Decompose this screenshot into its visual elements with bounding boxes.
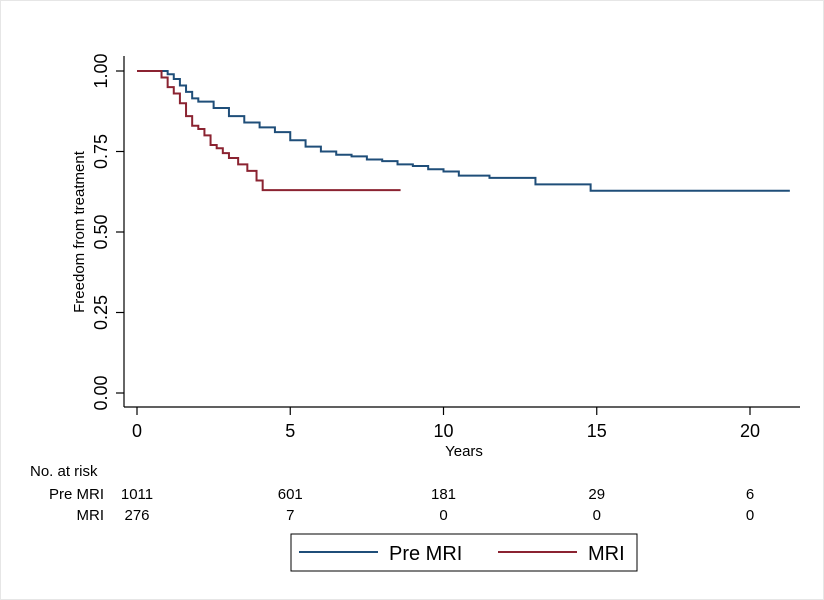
risk-count: 0 <box>746 507 754 524</box>
y-tick-label: 1.00 <box>91 53 111 88</box>
y-axis-title: Freedom from treatment <box>71 150 88 313</box>
x-axis-title: Years <box>445 443 483 460</box>
risk-count: 29 <box>588 486 605 503</box>
legend-label-mri: MRI <box>588 543 625 565</box>
y-ticks: 0.00 0.25 0.50 0.75 1.00 <box>91 53 124 411</box>
x-ticks: 0 5 10 15 20 <box>132 407 760 441</box>
x-tick-label: 5 <box>285 421 295 441</box>
curve-mri <box>137 70 401 192</box>
risk-table-title: No. at risk <box>30 463 98 480</box>
y-tick-label: 0.00 <box>91 375 111 410</box>
risk-table-rows: Pre MRI 1011 601 181 29 6 MRI 276 7 0 0 0 <box>49 486 754 524</box>
x-tick-label: 0 <box>132 421 142 441</box>
x-tick-label: 20 <box>740 421 760 441</box>
y-tick-label: 0.25 <box>91 295 111 330</box>
y-tick-label: 0.50 <box>91 214 111 249</box>
risk-count: 601 <box>278 486 303 503</box>
risk-count: 0 <box>439 507 447 524</box>
risk-count: 1011 <box>121 486 153 503</box>
risk-row-label: Pre MRI <box>49 486 104 503</box>
risk-count: 181 <box>431 486 456 503</box>
x-tick-label: 10 <box>433 421 453 441</box>
x-tick-label: 15 <box>587 421 607 441</box>
y-tick-label: 0.75 <box>91 134 111 169</box>
risk-count: 276 <box>124 507 149 524</box>
curve-pre-mri <box>137 70 790 192</box>
risk-row-label: MRI <box>77 507 105 524</box>
risk-count: 7 <box>286 507 294 524</box>
risk-count: 6 <box>746 486 754 503</box>
risk-count: 0 <box>593 507 601 524</box>
survival-curves <box>137 70 790 192</box>
legend-label-pre-mri: Pre MRI <box>389 543 462 565</box>
